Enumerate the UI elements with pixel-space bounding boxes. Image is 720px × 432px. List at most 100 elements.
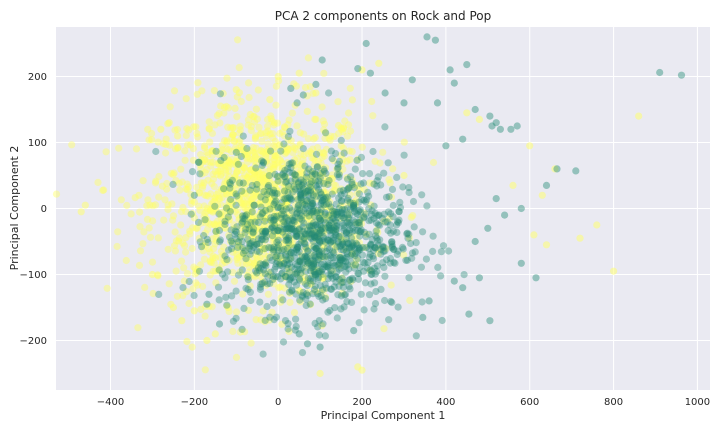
pop-point [304,150,312,158]
rock-point [228,239,236,248]
pop-point [320,242,328,250]
rock-point [309,199,317,207]
pop-point [269,130,277,138]
rock-point [302,243,310,251]
pop-point [343,132,352,140]
rock-point [285,256,293,264]
pop-point [316,149,324,157]
pop-point [300,217,308,225]
rock-point [232,190,240,198]
pop-point [360,185,368,194]
rock-point [221,220,229,228]
pop-point [199,158,207,166]
pop-point [216,221,224,229]
pop-point [269,165,277,173]
rock-point [381,247,389,255]
pop-point [216,253,224,261]
rock-point [286,226,294,234]
pop-point [213,227,221,235]
x-tick-label: 800 [604,397,623,408]
pop-point [209,207,217,215]
pop-point [274,159,282,167]
rock-point [280,195,288,203]
rock-point [297,196,305,204]
y-tick-label: −100 [20,270,47,281]
rock-point [357,153,365,161]
rock-point [284,164,292,173]
rock-point [298,181,306,189]
pop-point [174,132,182,140]
pop-point [193,266,202,274]
rock-point [258,227,266,235]
rock-point [249,238,257,246]
rock-point [258,279,266,287]
rock-point [274,241,283,249]
pop-point [406,296,414,304]
rock-point [296,190,304,198]
pop-point [315,252,323,260]
rock-point [236,179,244,187]
rock-point [342,229,350,237]
rock-point [293,268,301,277]
pop-point [303,187,311,195]
rock-point [292,270,301,278]
pop-point [271,197,279,205]
rock-point [234,238,242,246]
rock-point [329,236,338,244]
rock-point [418,298,426,306]
pop-point [177,208,186,216]
rock-point [314,206,322,214]
pop-point [210,87,218,95]
x-tick-label: 600 [520,397,539,408]
pop-point [238,254,246,262]
rock-point [311,233,319,241]
rock-point [279,171,287,179]
pop-point [225,145,233,154]
pop-point [282,173,290,181]
pop-point [331,181,340,189]
pop-point [360,209,368,217]
rock-point [321,209,329,217]
rock-point [400,99,408,107]
rock-point [270,227,278,235]
pop-point [253,231,261,239]
pop-point [325,134,333,142]
rock-point [384,159,392,167]
rock-point [349,276,357,284]
rock-point [201,216,209,224]
rock-point [259,158,267,166]
pop-point [229,238,237,246]
pop-point [360,243,368,252]
rock-point [306,207,314,215]
rock-point [304,186,313,194]
rock-point [290,183,298,191]
pop-point [246,146,254,154]
rock-point [303,187,312,195]
rock-point [423,202,431,210]
pop-point [211,197,219,205]
rock-point [286,259,294,268]
rock-point [311,282,319,290]
rock-point [241,247,249,255]
rock-point [311,319,319,327]
rock-point [253,185,261,193]
rock-point [179,284,187,292]
rock-point [258,157,266,165]
rock-point [274,273,282,281]
rock-point [307,257,315,265]
pop-point [254,256,262,264]
rock-point [367,216,375,224]
pop-point [291,192,299,201]
pop-point [296,298,304,306]
pop-point [196,158,204,166]
pop-point [209,235,217,243]
pop-point [291,101,299,109]
pop-point [296,182,304,190]
rock-point [300,234,308,242]
rock-point [395,208,403,216]
pop-point [282,148,290,156]
rock-point [316,238,324,246]
rock-point [369,147,377,156]
pop-point [304,183,313,191]
rock-point [324,275,332,283]
